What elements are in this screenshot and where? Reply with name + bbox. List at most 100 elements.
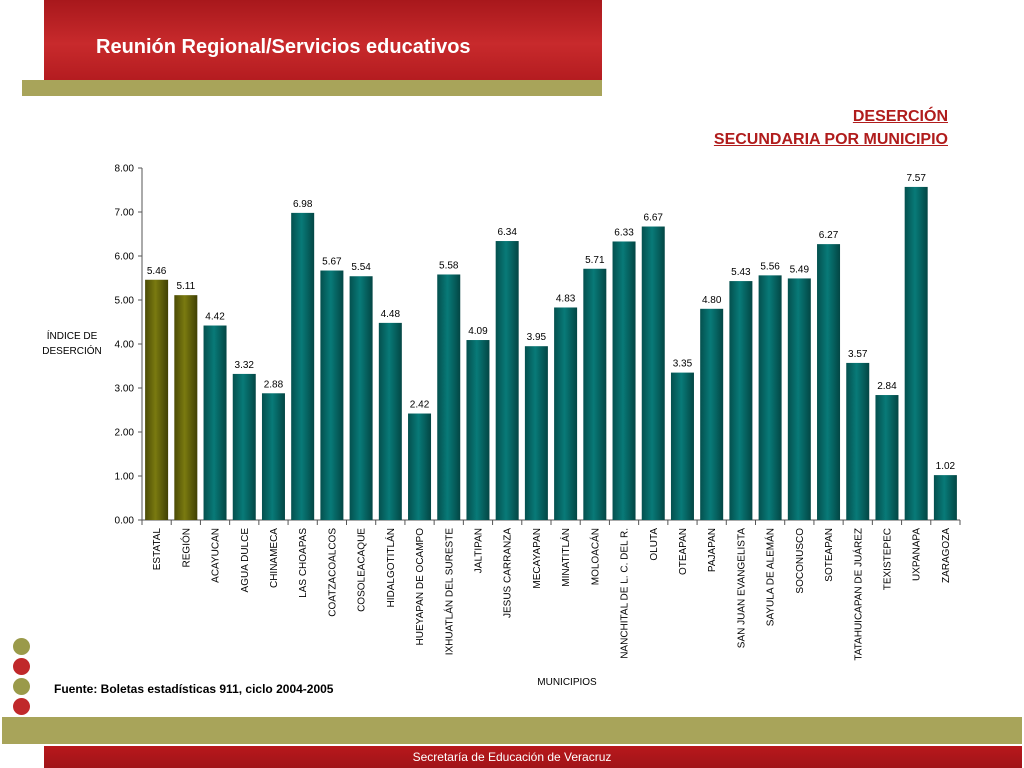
category-label: UXPANAPA bbox=[912, 528, 923, 581]
y-tick-label: 6.00 bbox=[115, 252, 135, 263]
category-label: JESUS CARRANZA bbox=[503, 528, 514, 618]
bar bbox=[612, 241, 636, 521]
bar bbox=[641, 226, 665, 520]
category-label: IXHUATLÁN DEL SURESTE bbox=[442, 528, 455, 656]
data-label: 6.33 bbox=[614, 227, 634, 238]
data-label: 7.57 bbox=[906, 173, 926, 184]
data-label: 5.49 bbox=[790, 264, 810, 275]
category-label: SAYULA DE ALEMÁN bbox=[764, 528, 777, 626]
source-note: Fuente: Boletas estadísticas 911, ciclo … bbox=[54, 682, 334, 696]
slide-title-line2: SECUNDARIA POR MUNICIPIO bbox=[713, 131, 948, 148]
data-label: 5.43 bbox=[731, 267, 751, 278]
category-label: COSOLEACAQUE bbox=[357, 528, 368, 612]
category-label: HUEYAPAN DE OCAMPO bbox=[415, 528, 426, 646]
header-stripe bbox=[22, 80, 602, 96]
category-label: TATAHUICAPAN DE JUÁREZ bbox=[851, 528, 864, 661]
y-tick-label: 7.00 bbox=[115, 208, 135, 219]
bar bbox=[700, 308, 724, 520]
bar bbox=[145, 279, 169, 520]
category-label: AGUA DULCE bbox=[240, 528, 251, 593]
category-label: MINATITLÁN bbox=[559, 528, 572, 587]
bar bbox=[583, 268, 607, 520]
category-label: SOTEAPAN bbox=[824, 528, 835, 582]
data-label: 2.84 bbox=[877, 381, 897, 392]
y-tick-label: 0.00 bbox=[115, 516, 135, 527]
data-label: 3.57 bbox=[848, 349, 868, 360]
y-tick-label: 1.00 bbox=[115, 472, 135, 483]
bar bbox=[466, 340, 490, 520]
data-label: 5.54 bbox=[351, 262, 371, 273]
y-tick-label: 3.00 bbox=[115, 384, 135, 395]
category-label: SAN JUAN EVANGELISTA bbox=[736, 528, 747, 649]
category-label: SOCONUSCO bbox=[795, 528, 806, 594]
data-label: 5.56 bbox=[760, 261, 780, 272]
bar bbox=[174, 295, 198, 520]
red-dot-icon bbox=[13, 658, 30, 675]
bar bbox=[349, 276, 373, 520]
y-tick-label: 5.00 bbox=[115, 296, 135, 307]
data-label: 6.98 bbox=[293, 199, 313, 210]
y-tick-label: 2.00 bbox=[115, 428, 135, 439]
bar bbox=[933, 475, 957, 520]
data-label: 5.11 bbox=[176, 281, 195, 292]
bar bbox=[437, 274, 461, 520]
slide-title-line1: DESERCIÓN bbox=[852, 108, 948, 125]
bar bbox=[729, 281, 753, 520]
category-label: HIDALGOTITLÁN bbox=[384, 528, 397, 607]
bar bbox=[758, 275, 782, 520]
bar bbox=[203, 325, 227, 520]
category-label: ZARAGOZA bbox=[941, 528, 952, 583]
y-axis-title-line2: DESERCIÓN bbox=[42, 344, 101, 357]
bar bbox=[320, 270, 344, 520]
bar bbox=[291, 212, 315, 520]
data-label: 3.95 bbox=[527, 332, 547, 343]
bar bbox=[554, 307, 578, 520]
data-label: 6.27 bbox=[819, 230, 839, 241]
data-label: 4.09 bbox=[468, 326, 488, 337]
category-label: MECAYAPAN bbox=[532, 528, 543, 589]
bar bbox=[232, 373, 256, 520]
category-label: LAS CHOAPAS bbox=[298, 528, 309, 598]
bar bbox=[670, 372, 694, 520]
y-tick-label: 4.00 bbox=[115, 340, 135, 351]
data-label: 4.48 bbox=[381, 309, 401, 320]
footer-text: Secretaría de Educación de Veracruz bbox=[412, 750, 612, 764]
category-label: NANCHITAL DE L. C. DEL R. bbox=[620, 528, 631, 659]
footer-bar bbox=[44, 746, 1022, 768]
bar bbox=[875, 395, 899, 520]
data-label: 3.32 bbox=[235, 360, 255, 371]
category-label: REGIÓN bbox=[179, 528, 192, 567]
data-label: 5.71 bbox=[585, 255, 605, 266]
category-label: COATZACOALCOS bbox=[327, 528, 338, 617]
data-label: 4.83 bbox=[556, 293, 576, 304]
page-title: Reunión Regional/Servicios educativos bbox=[96, 36, 471, 58]
bar bbox=[261, 393, 285, 520]
data-label: 2.88 bbox=[264, 379, 284, 390]
category-label: MOLOACÁN bbox=[588, 528, 601, 585]
olive-dot-icon bbox=[13, 678, 30, 695]
category-label: PAJAPAN bbox=[707, 528, 718, 572]
data-label: 5.58 bbox=[439, 260, 459, 271]
slide-title: DESERCIÓN SECUNDARIA POR MUNICIPIO bbox=[714, 105, 948, 151]
y-axis-title-line1: ÍNDICE DE bbox=[47, 329, 98, 342]
header-bar bbox=[44, 0, 602, 80]
data-label: 3.35 bbox=[673, 359, 693, 370]
bar bbox=[787, 278, 811, 520]
decorative-dots bbox=[13, 638, 33, 718]
category-label: TEXISTEPEC bbox=[882, 528, 893, 590]
olive-dot-icon bbox=[13, 638, 30, 655]
data-label: 1.02 bbox=[936, 461, 956, 472]
bar bbox=[904, 186, 928, 521]
category-label: JALTIPAN bbox=[473, 528, 484, 573]
data-label: 6.67 bbox=[644, 213, 664, 224]
data-label: 6.34 bbox=[497, 227, 517, 238]
red-dot-icon bbox=[13, 698, 30, 715]
bar bbox=[378, 322, 402, 520]
footer-stripe bbox=[2, 717, 1022, 744]
data-label: 2.42 bbox=[410, 400, 430, 411]
data-label: 4.42 bbox=[205, 312, 225, 323]
data-label: 5.46 bbox=[147, 266, 167, 277]
bar bbox=[408, 413, 432, 520]
x-axis-title: MUNICIPIOS bbox=[537, 677, 597, 688]
